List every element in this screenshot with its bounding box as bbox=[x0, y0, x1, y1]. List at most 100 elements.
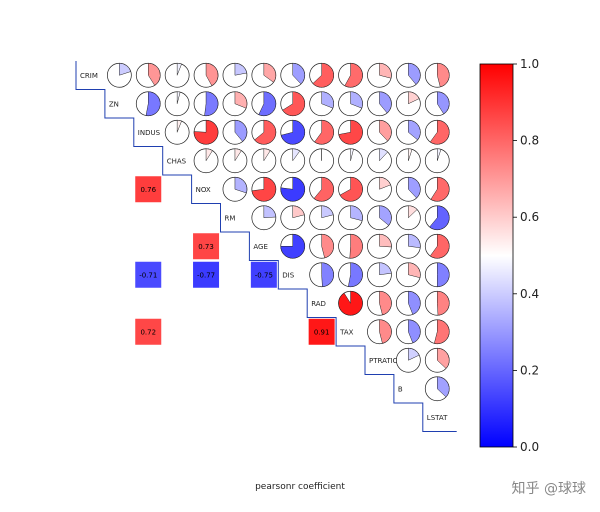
pie-marker bbox=[424, 290, 450, 316]
pie-marker bbox=[367, 119, 392, 145]
pie-marker bbox=[367, 205, 392, 231]
highlight-cell: 0.72 bbox=[135, 318, 162, 345]
pie-marker bbox=[424, 119, 450, 145]
pie-marker bbox=[424, 376, 450, 402]
pie-marker bbox=[193, 148, 219, 174]
pie-marker bbox=[251, 62, 277, 88]
pie-marker bbox=[424, 148, 450, 174]
pie-marker bbox=[396, 119, 421, 145]
pie-marker bbox=[222, 119, 248, 145]
cell-value-label: 0.72 bbox=[140, 328, 156, 336]
pie-marker bbox=[164, 119, 190, 145]
pie-marker bbox=[280, 148, 306, 174]
cell-value-label: -0.77 bbox=[197, 271, 215, 279]
variable-label: LSTAT bbox=[427, 414, 448, 422]
variable-label: CHAS bbox=[167, 157, 187, 165]
variable-label: INDUS bbox=[138, 129, 161, 137]
pie-marker bbox=[309, 176, 334, 202]
variable-label: CRIM bbox=[80, 72, 98, 80]
pie-marker bbox=[338, 233, 363, 259]
pie-marker bbox=[193, 91, 219, 117]
pie-marker bbox=[424, 262, 450, 288]
pie-marker bbox=[396, 91, 421, 117]
pie-marker bbox=[396, 233, 421, 259]
pie-marker bbox=[424, 347, 450, 373]
pie-marker bbox=[222, 148, 248, 174]
diagonal-border bbox=[75, 61, 457, 432]
colorbar-tick-label: 0.2 bbox=[520, 363, 539, 377]
pie-marker bbox=[222, 62, 248, 88]
pie-marker bbox=[367, 262, 392, 288]
pie-marker bbox=[338, 148, 363, 174]
pie-marker bbox=[222, 91, 248, 117]
pie-marker bbox=[396, 176, 421, 202]
pie-marker bbox=[367, 91, 392, 117]
highlight-cell: 0.73 bbox=[193, 233, 220, 260]
pie-marker bbox=[424, 62, 450, 88]
colorbar-gradient bbox=[479, 63, 514, 448]
pie-marker bbox=[309, 62, 334, 88]
variable-label: TAX bbox=[339, 328, 354, 336]
pie-marker bbox=[367, 176, 392, 202]
pie-marker bbox=[251, 148, 277, 174]
pie-marker bbox=[338, 205, 363, 231]
pie-marker bbox=[135, 91, 161, 117]
variable-label: RAD bbox=[311, 300, 326, 308]
pie-marker bbox=[338, 91, 363, 117]
pie-marker bbox=[309, 119, 334, 145]
variable-label: AGE bbox=[253, 243, 268, 251]
pie-marker bbox=[396, 319, 421, 345]
pie-marker bbox=[251, 91, 277, 117]
watermark: 知乎 @球球 bbox=[512, 480, 586, 497]
pie-marker bbox=[396, 148, 421, 174]
pie-marker bbox=[193, 119, 219, 145]
pie-marker bbox=[338, 262, 363, 288]
pie-marker bbox=[280, 233, 306, 259]
highlight-cell: -0.71 bbox=[135, 261, 162, 288]
pie-marker bbox=[424, 176, 450, 202]
variable-label: RM bbox=[225, 214, 236, 222]
colorbar-tick-label: 0.6 bbox=[520, 210, 539, 224]
x-axis-label: pearsonr coefficient bbox=[255, 482, 345, 492]
highlight-cell: 0.91 bbox=[308, 318, 335, 345]
pie-marker bbox=[251, 119, 277, 145]
pie-marker bbox=[367, 290, 392, 316]
pie-marker bbox=[251, 205, 277, 231]
cell-value-label: -0.71 bbox=[139, 271, 157, 279]
pie-marker bbox=[280, 205, 306, 231]
pie-marker bbox=[309, 148, 334, 174]
pie-marker bbox=[367, 148, 392, 174]
cell-value-label: 0.91 bbox=[314, 328, 330, 336]
pie-marker bbox=[367, 62, 392, 88]
pie-marker bbox=[338, 119, 363, 145]
pie-marker bbox=[309, 91, 334, 117]
variable-label: DIS bbox=[282, 271, 294, 279]
variable-label: ZN bbox=[109, 100, 119, 108]
variable-label: NOX bbox=[196, 186, 211, 194]
pie-marker bbox=[280, 176, 306, 202]
pie-marker bbox=[164, 62, 190, 88]
highlight-cell: 0.76 bbox=[135, 176, 162, 203]
colorbar-tick-label: 0.8 bbox=[520, 134, 539, 148]
pie-marker bbox=[309, 205, 334, 231]
pie-marker bbox=[338, 290, 363, 316]
cell-value-label: 0.73 bbox=[198, 243, 214, 251]
pie-marker bbox=[309, 233, 334, 259]
colorbar-ticks: 0.0 0.2 0.4 0.6 0.8 1.0 bbox=[513, 57, 539, 454]
pie-marker bbox=[396, 205, 421, 231]
pie-marker bbox=[367, 233, 392, 259]
pie-marker bbox=[367, 319, 392, 345]
pie-marker bbox=[396, 262, 421, 288]
pie-marker bbox=[396, 347, 421, 373]
pie-marker bbox=[424, 91, 450, 117]
variable-label: PTRATIO bbox=[369, 357, 399, 365]
pie-marker bbox=[280, 91, 306, 117]
pie-marker bbox=[309, 262, 334, 288]
highlight-cell: -0.75 bbox=[250, 261, 277, 288]
colorbar-tick-label: 0.0 bbox=[520, 440, 539, 454]
highlight-cell: -0.77 bbox=[193, 261, 220, 288]
pie-marker bbox=[338, 62, 363, 88]
pie-marker bbox=[135, 62, 161, 88]
cell-value-label: 0.76 bbox=[140, 186, 156, 194]
